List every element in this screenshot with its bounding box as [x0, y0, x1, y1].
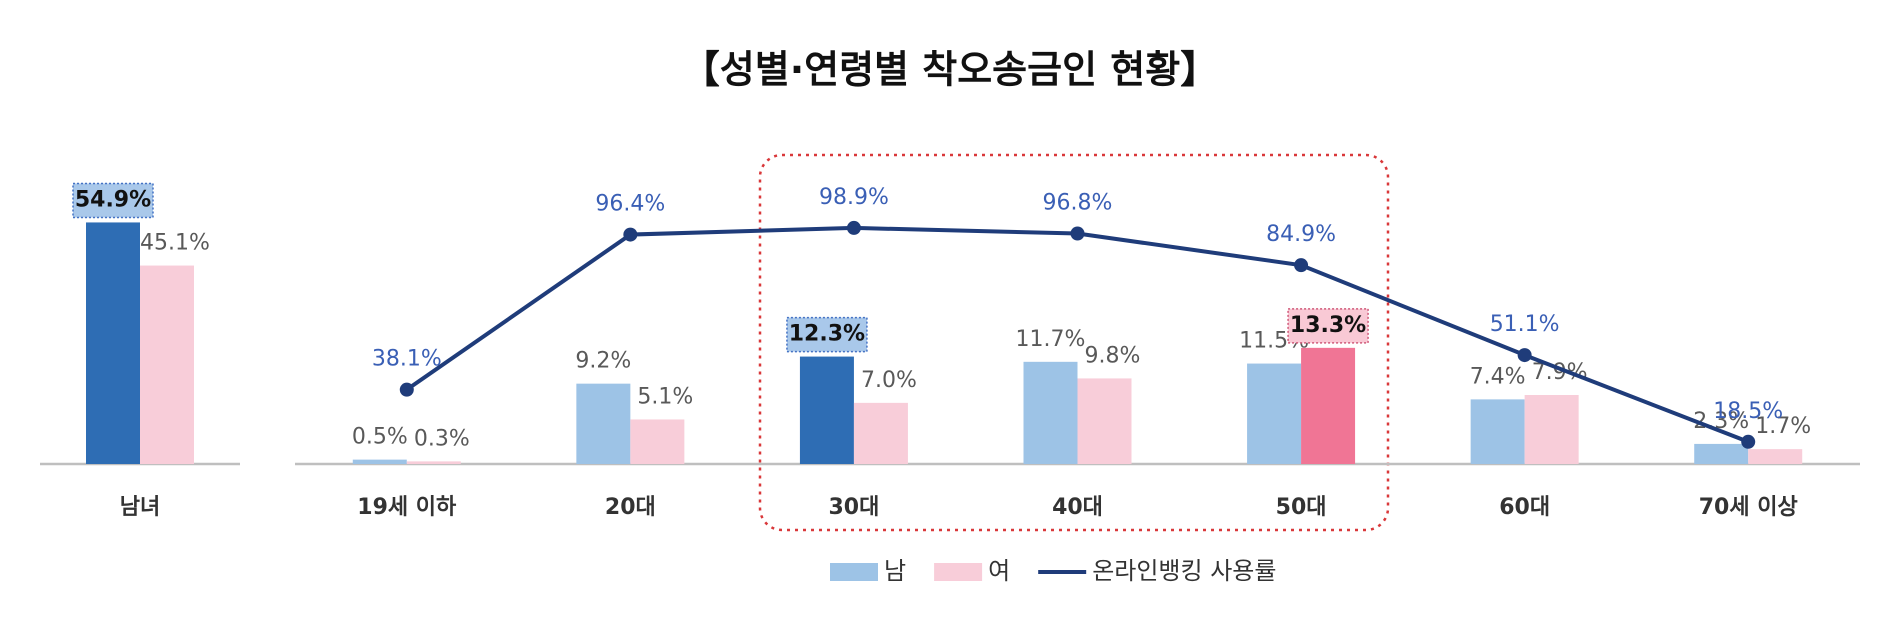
line-value-label: 96.4% — [595, 192, 665, 217]
value-label: 9.8% — [1085, 343, 1141, 368]
x-tick-label: 50대 — [1276, 495, 1327, 520]
line-point — [623, 227, 638, 242]
bar — [352, 459, 407, 464]
legend-swatch — [934, 563, 983, 581]
line-point — [1070, 226, 1085, 241]
x-tick-label: 40대 — [1052, 495, 1103, 520]
value-label: 7.9% — [1532, 360, 1588, 385]
line-point — [1517, 348, 1532, 363]
line-point — [1741, 434, 1756, 449]
value-label: 0.5% — [352, 425, 408, 450]
bar — [799, 356, 854, 464]
bar — [853, 402, 908, 464]
bar — [140, 265, 194, 464]
line-value-label: 51.1% — [1490, 312, 1560, 337]
bar — [406, 461, 461, 464]
legend-label: 남 — [884, 557, 906, 585]
line-value-label: 18.5% — [1713, 399, 1783, 424]
line-point — [846, 220, 861, 235]
value-label: 54.9% — [75, 187, 151, 212]
legend-swatch — [830, 563, 878, 581]
value-label: 13.3% — [1290, 313, 1366, 338]
bar — [1748, 449, 1803, 464]
x-tick-label: 19세 이하 — [357, 495, 457, 520]
x-tick-label: 20대 — [605, 495, 656, 520]
bar — [1301, 347, 1356, 464]
value-label: 1.7% — [1755, 414, 1811, 439]
label-box — [786, 316, 868, 353]
line-value-label: 98.9% — [819, 185, 889, 210]
value-label: 11.7% — [1016, 327, 1086, 352]
bar — [1247, 363, 1302, 464]
value-label: 5.1% — [637, 384, 693, 409]
label-box — [72, 182, 154, 219]
value-label: 45.1% — [140, 231, 210, 256]
chart-title: 【성별·연령별 착오송금인 현황】 — [682, 48, 1218, 92]
bar — [86, 222, 140, 464]
line-point — [399, 382, 414, 397]
x-tick-label: 남녀 — [120, 495, 160, 520]
bar — [1694, 443, 1749, 464]
legend-label: 여 — [988, 557, 1010, 585]
line-value-label: 96.8% — [1043, 191, 1113, 216]
x-tick-label: 60대 — [1499, 495, 1550, 520]
value-label: 0.3% — [414, 426, 470, 451]
value-label: 9.2% — [575, 349, 631, 374]
line-value-label: 84.9% — [1266, 222, 1336, 247]
x-tick-label: 70세 이상 — [1699, 495, 1798, 520]
bar — [576, 383, 631, 464]
label-box — [1287, 308, 1369, 344]
value-label: 7.0% — [861, 368, 917, 393]
legend-label: 온라인뱅킹 사용률 — [1092, 557, 1276, 585]
bar — [630, 419, 685, 464]
bar — [1470, 399, 1525, 464]
line-value-label: 38.1% — [372, 347, 442, 372]
value-label: 7.4% — [1470, 364, 1526, 389]
value-label: 12.3% — [789, 322, 865, 347]
x-tick-label: 30대 — [828, 495, 879, 520]
bar — [1023, 361, 1078, 464]
line-point — [1294, 258, 1309, 273]
bar — [1077, 378, 1132, 464]
bar — [1524, 395, 1579, 464]
